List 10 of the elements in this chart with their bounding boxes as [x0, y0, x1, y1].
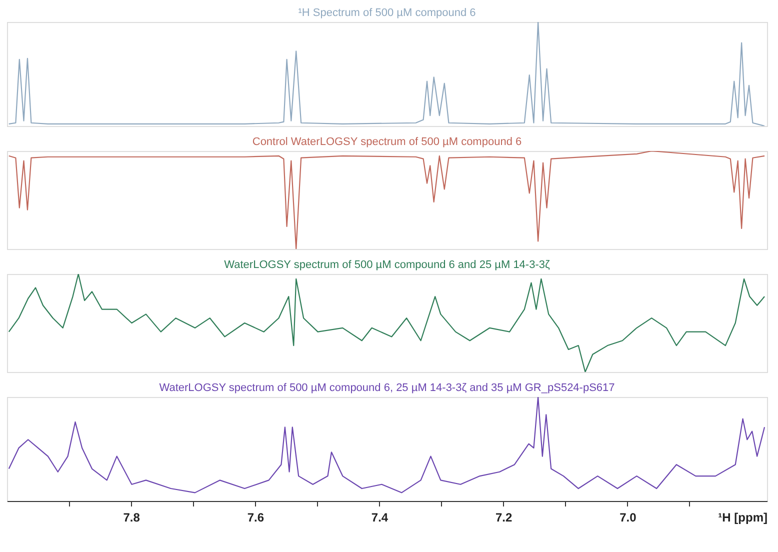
x-tick-label: 7.4	[371, 510, 388, 524]
chart-title: ¹H Spectrum of 500 µM compound 6	[298, 7, 476, 19]
chart-title: WaterLOGSY spectrum of 500 µM compound 6, 25 µM 14-3-3ζ and 35 µM GR_pS524-pS617	[159, 382, 615, 394]
x-tick-label: 7.2	[495, 510, 512, 524]
chart-title: Control WaterLOGSY spectrum of 500 µM compound 6	[252, 136, 522, 148]
x-tick-label: 7.0	[620, 510, 637, 524]
x-axis-title: ¹H [ppm]	[718, 510, 768, 524]
chart-title: WaterLOGSY spectrum of 500 µM compound 6 and 25 µM 14-3-3ζ	[224, 259, 550, 271]
x-tick-label: 7.8	[123, 510, 140, 524]
x-tick-label: 7.6	[247, 510, 264, 524]
